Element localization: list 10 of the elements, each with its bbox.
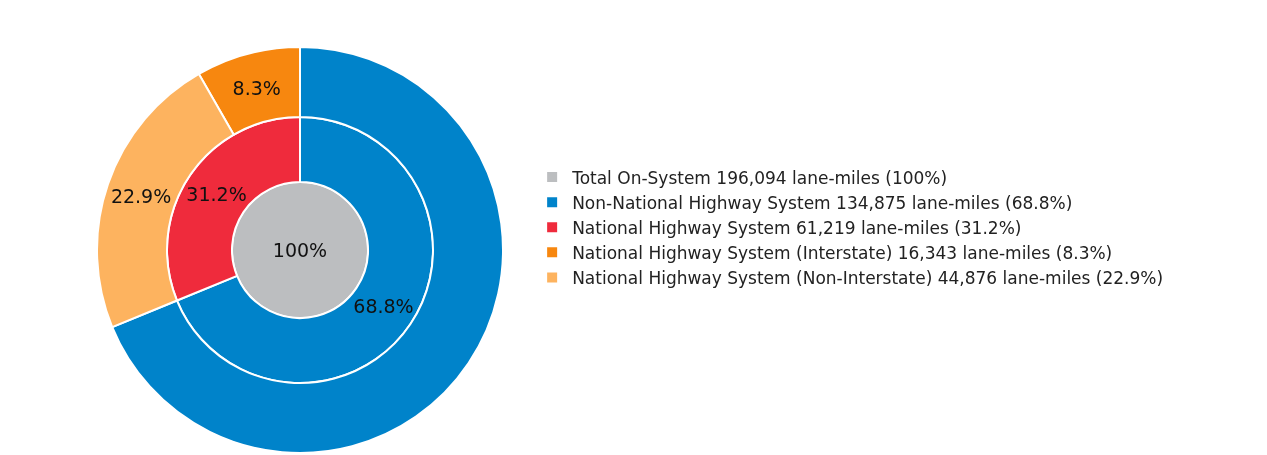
legend-label: National Highway System 61,219 lane-miles (31.2%): [572, 217, 1022, 238]
data-label: 22.9%: [110, 184, 172, 207]
data-label: 68.8%: [353, 294, 414, 317]
legend-label: Total On-System 196,094 lane-miles (100%): [571, 167, 948, 188]
data-label: 100%: [272, 239, 328, 261]
legend-label: National Highway System (Interstate) 16,343 lane-miles (8.3%): [572, 242, 1113, 263]
data-label: 8.3%: [232, 76, 281, 99]
legend-label: Non-National Highway System 134,875 lane-miles (68.8%): [572, 192, 1073, 213]
legend-label: National Highway System (Non-Interstate) 44,876 lane-miles (22.9%): [572, 268, 1164, 289]
data-label: 31.2%: [186, 183, 247, 206]
